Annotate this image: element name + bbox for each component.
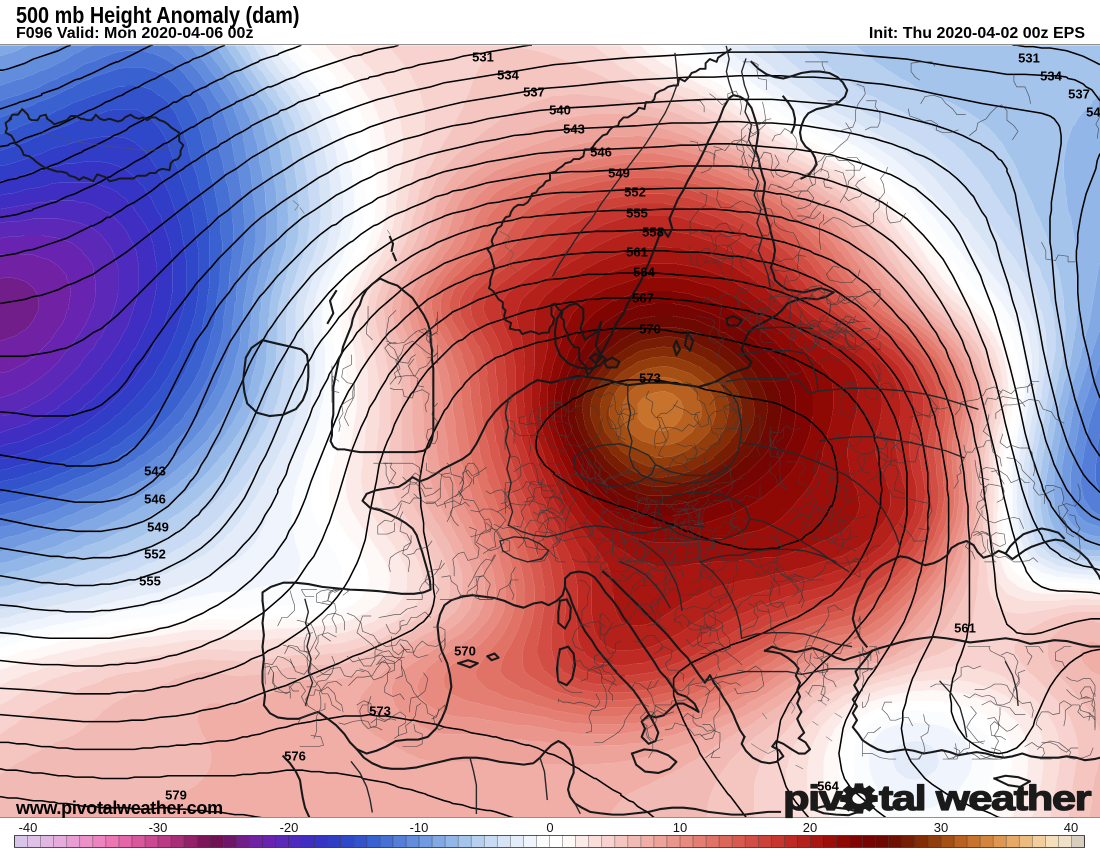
svg-text:tal weather: tal weather <box>879 779 1091 818</box>
svg-text:piv: piv <box>783 779 843 818</box>
